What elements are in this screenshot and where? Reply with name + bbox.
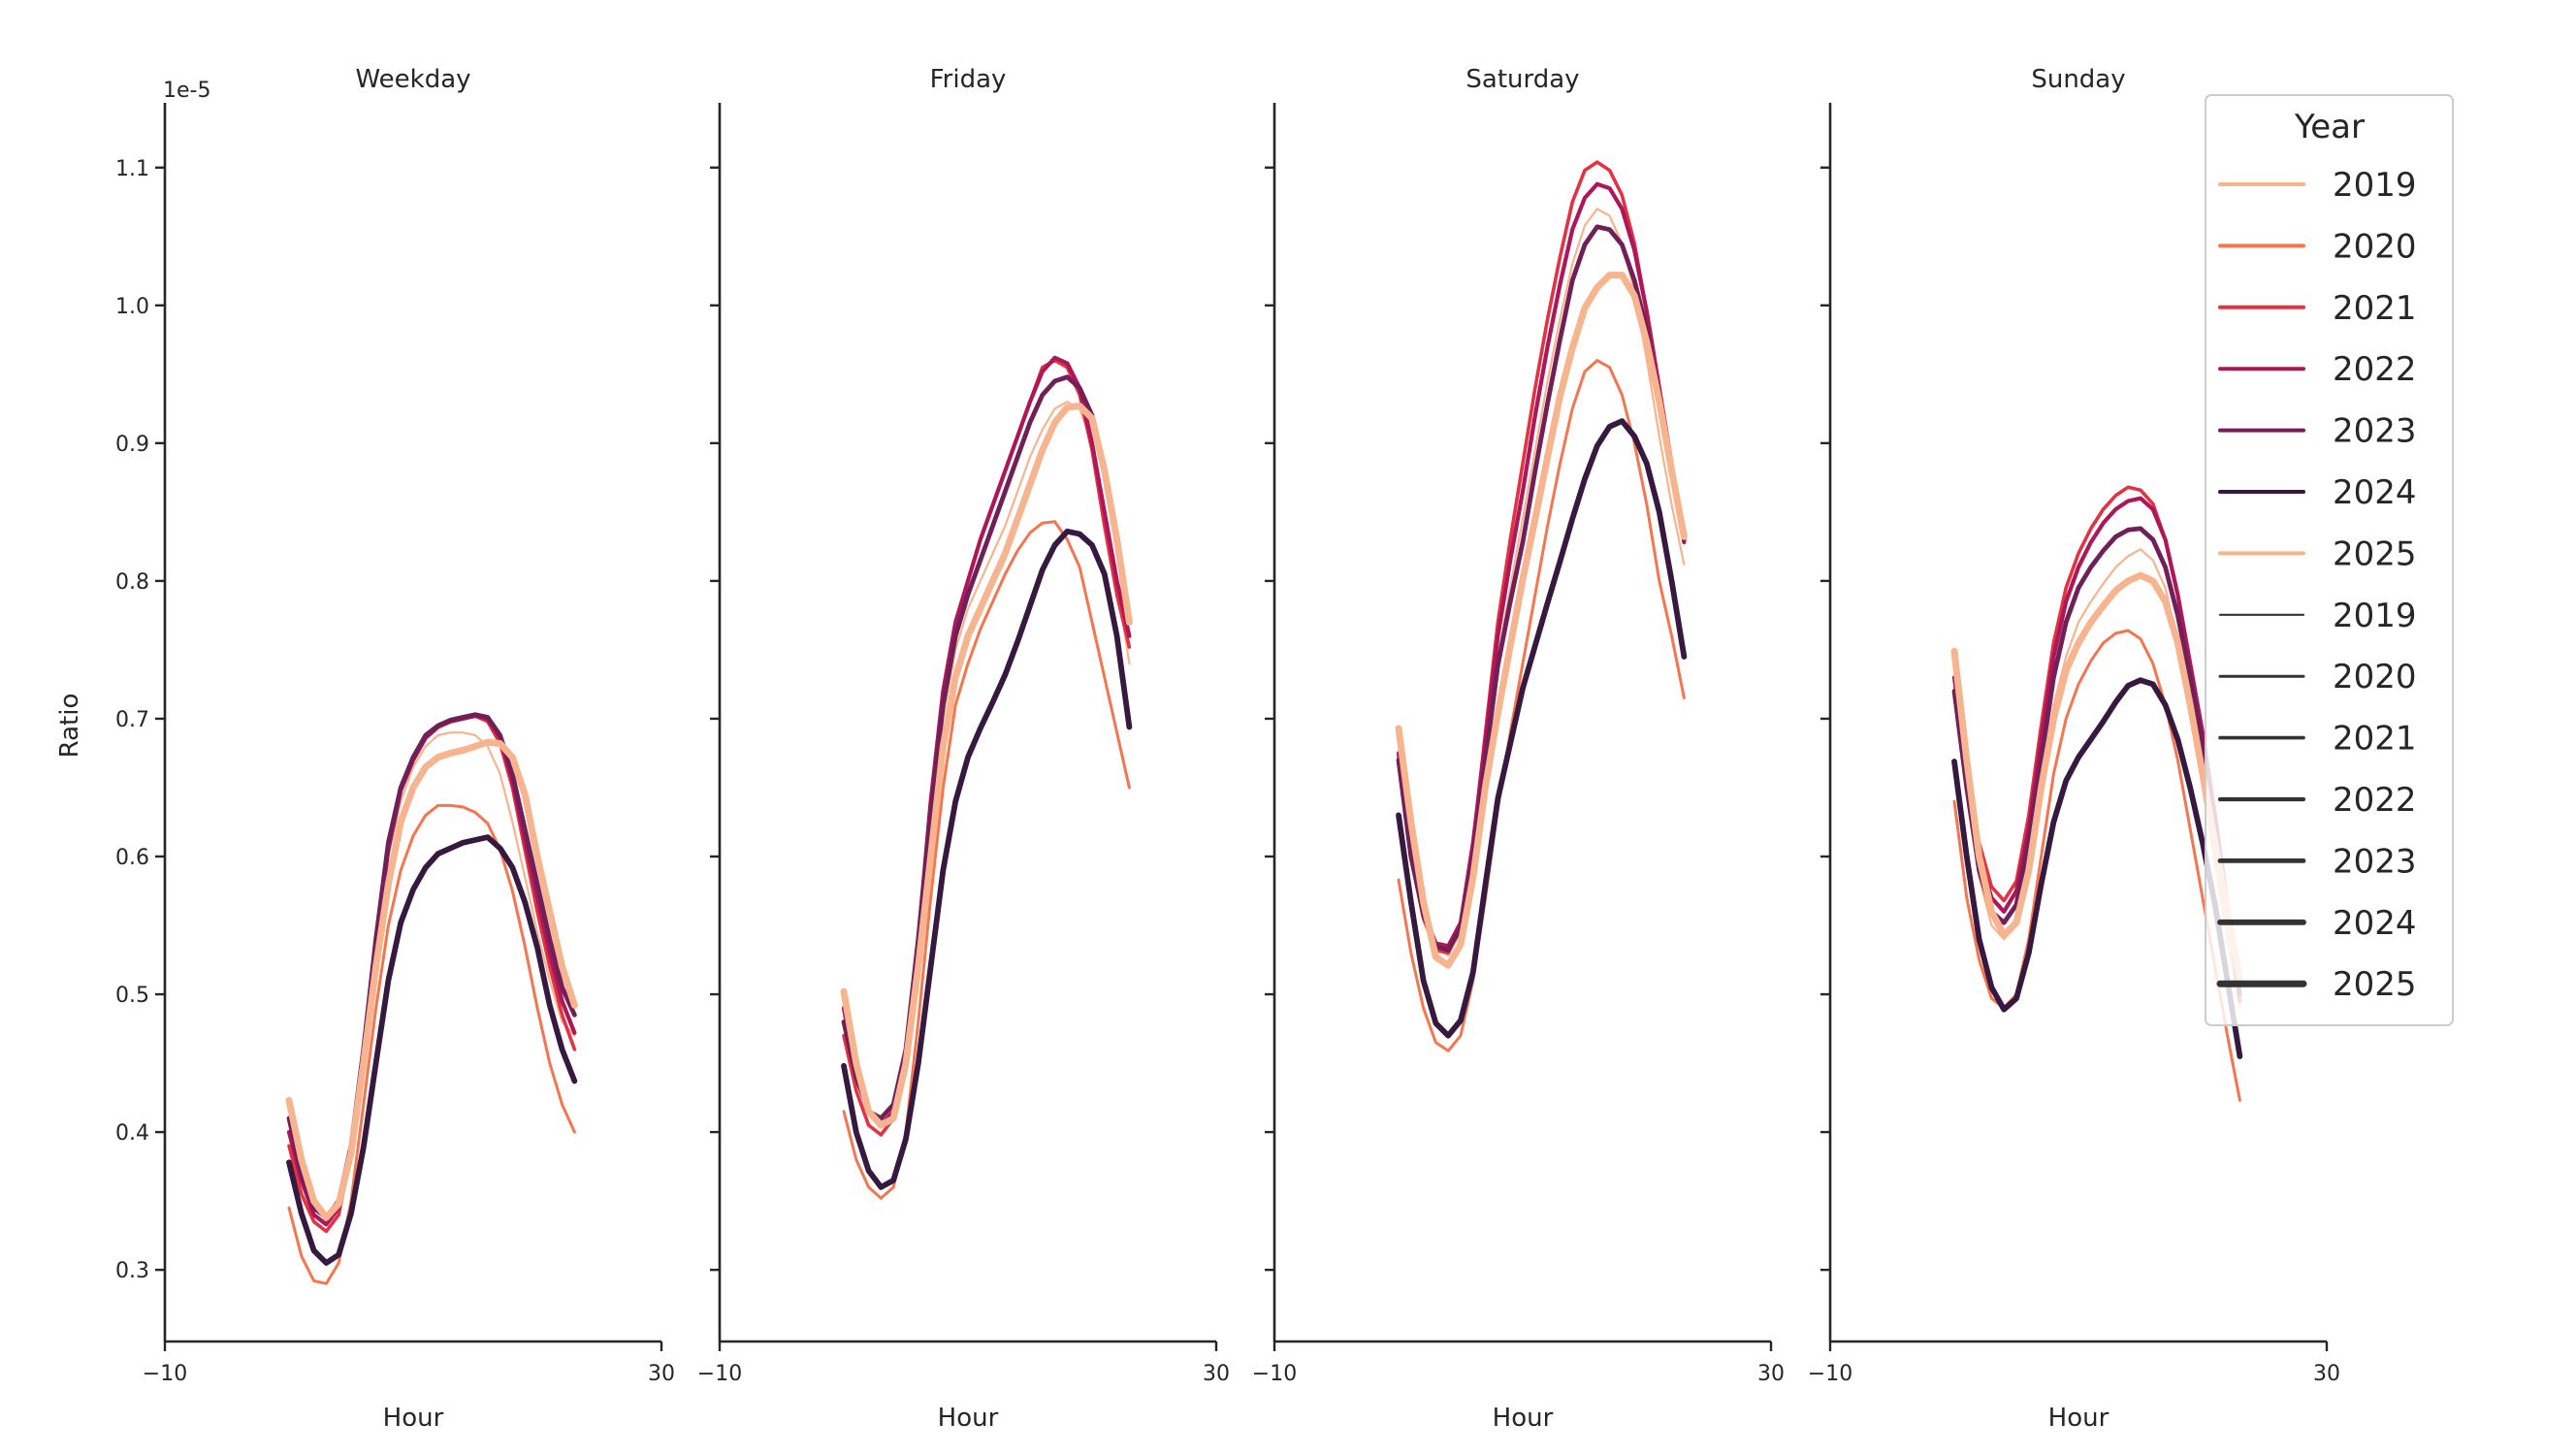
series-line-2020 [842,520,1131,1200]
legend-entry-hue-2024: 2024 [2218,473,2417,512]
series-line-2021 [842,358,1132,1137]
panel-title: Friday [930,65,1007,94]
legend-entry-hue-2021: 2021 [2218,289,2417,328]
series-line-2023 [286,712,577,1220]
legend-entry-size-2023: 2023 [2217,842,2417,881]
legend-label: 2019 [2333,166,2417,205]
legend-label: 2025 [2333,534,2417,573]
legend-entry-size-2022: 2022 [2217,781,2417,820]
series-line-2022 [1396,181,1687,949]
y-tick-label: 0.5 [115,984,149,1008]
y-tick-label: 0.9 [115,433,149,457]
x-axis-label: Hour [938,1404,999,1433]
series-line-2025 [840,403,1133,1129]
legend-label: 2021 [2333,720,2417,759]
series-line-2022 [1951,496,2242,997]
legend-label: 2020 [2333,227,2417,266]
panel-title: Weekday [355,65,470,94]
series-line-2019 [842,401,1131,1127]
panel-title: Sunday [2031,65,2125,94]
legend-entry-size-2024: 2024 [2217,904,2417,943]
legend-label: 2022 [2333,350,2417,389]
legend-entry-size-2025: 2025 [2216,965,2417,1004]
x-tick-label: −10 [143,1362,187,1386]
legend-label: 2020 [2333,658,2417,696]
series-line-2023 [1951,526,2242,997]
series-line-2025 [1950,571,2243,985]
legend-entry-hue-2020: 2020 [2218,227,2417,266]
x-tick-label: −10 [1808,1362,1852,1386]
x-axis-label: Hour [1493,1404,1554,1433]
legend-entry-hue-2022: 2022 [2218,350,2417,389]
series-line-2024 [1951,677,2243,1059]
panels: Weekday 0.3 0.4 0.5 0.6 0.7 0.8 0.9 1.0 1.1 −10 30 H… [115,65,2340,1433]
y-offset-text: 1e-5 [163,79,210,103]
legend-title: Year [2294,108,2365,146]
series-line-2024 [286,834,578,1266]
y-tick-label: 0.4 [115,1121,149,1146]
legend-label: 2023 [2333,842,2417,881]
panel-saturday: Saturday −10 30 Hour [1252,65,1785,1433]
series-line-2024 [1396,418,1688,1039]
y-tick-label: 0.7 [115,708,149,732]
legend-label: 2025 [2333,965,2417,1004]
panel-friday: Friday −10 30 Hour [697,65,1230,1433]
y-tick-label: 0.3 [115,1259,149,1283]
legend-label: 2022 [2333,781,2417,820]
series-line-2023 [841,374,1132,1121]
legend-box [2205,94,2454,1026]
x-tick-label: 30 [1757,1362,1785,1386]
x-axis-label: Hour [383,1404,444,1433]
x-tick-label: 30 [648,1362,675,1386]
legend-label: 2023 [2333,412,2417,451]
series-line-2024 [841,528,1133,1190]
series-line-2022 [841,355,1132,1128]
series-line-2022 [286,714,577,1227]
x-tick-label: 30 [1203,1362,1230,1386]
panel-sunday: Sunday −10 30 Hour [1808,65,2340,1433]
legend-entry-size-2020: 2020 [2218,658,2417,696]
legend-entry-size-2021: 2021 [2218,720,2417,759]
legend-label: 2019 [2333,597,2417,635]
series-line-2025 [1395,272,1688,969]
y-tick-label: 1.0 [115,295,149,319]
x-axis-label: Hour [2048,1404,2109,1433]
legend-entry-size-2019: 2019 [2218,597,2417,635]
y-tick-label: 1.1 [115,157,149,181]
y-axis-label: Ratio [55,694,84,759]
legend-entry-hue-2019: 2019 [2218,166,2417,205]
x-tick-label: −10 [697,1362,742,1386]
series-line-2020 [287,803,576,1285]
legend: Year 2019 2020 2021 2022 2023 2024 2025 2019 2020… [2205,94,2454,1026]
x-tick-label: 30 [2313,1362,2340,1386]
x-tick-label: −10 [1252,1362,1297,1386]
panel-weekday: Weekday 0.3 0.4 0.5 0.6 0.7 0.8 0.9 1.0 1.1 −10 30 H… [115,65,675,1433]
series-line-2025 [285,738,578,1221]
legend-label: 2024 [2333,473,2417,512]
legend-entry-hue-2023: 2023 [2218,412,2417,451]
series-line-2020 [1397,359,1686,1052]
y-tick-label: 0.6 [115,846,149,870]
legend-entry-hue-2025: 2025 [2218,534,2417,573]
legend-label: 2024 [2333,904,2417,943]
y-tick-label: 0.8 [115,570,149,595]
panel-title: Saturday [1465,65,1579,94]
series-line-2023 [1396,224,1687,953]
legend-label: 2021 [2333,289,2417,328]
